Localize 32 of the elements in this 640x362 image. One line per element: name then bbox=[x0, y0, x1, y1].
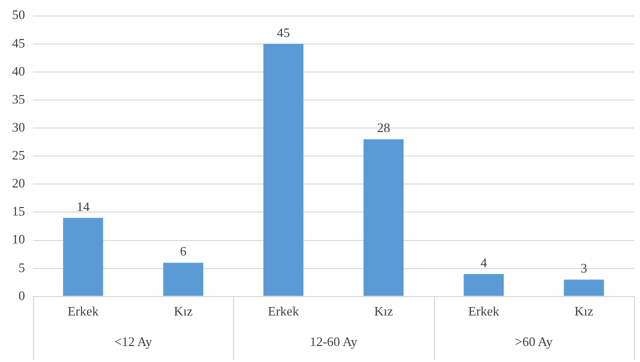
x-tick-label: Erkek bbox=[468, 304, 500, 319]
text: <12 Ay bbox=[114, 334, 152, 349]
y-tick-label: 5 bbox=[18, 260, 25, 275]
bar bbox=[63, 218, 104, 296]
text: 12-60 Ay bbox=[310, 334, 358, 349]
y-tick-label: 35 bbox=[12, 91, 25, 106]
bar bbox=[263, 44, 304, 296]
y-tick-label: 30 bbox=[12, 119, 25, 134]
bar bbox=[364, 139, 404, 296]
x-tick-label: Kız bbox=[174, 304, 193, 319]
data-label: 14 bbox=[76, 198, 90, 214]
data-label: 3 bbox=[580, 260, 588, 276]
data-label: 45 bbox=[276, 24, 290, 40]
y-tick-label: 45 bbox=[12, 35, 25, 50]
bar bbox=[464, 274, 504, 296]
data-label: 6 bbox=[180, 244, 187, 259]
y-tick-label: 15 bbox=[12, 204, 25, 219]
y-tick-label: 20 bbox=[12, 176, 25, 191]
x-tick-label: Erkek bbox=[68, 304, 100, 319]
y-tick-label: 50 bbox=[12, 7, 25, 22]
data-label: 4 bbox=[480, 254, 488, 270]
y-tick-label: 25 bbox=[12, 148, 25, 163]
y-tick-label: 0 bbox=[18, 288, 25, 303]
y-tick-label: 40 bbox=[12, 63, 25, 78]
text: >60 Ay bbox=[515, 334, 554, 349]
data-label: 28 bbox=[377, 120, 390, 136]
bar bbox=[163, 262, 204, 296]
y-tick-label: 10 bbox=[12, 232, 25, 247]
x-tick-label: Kız bbox=[374, 304, 394, 319]
x-tick-label: Kız bbox=[574, 304, 594, 319]
x-tick-label: Erkek bbox=[268, 304, 300, 319]
bar bbox=[564, 280, 604, 296]
